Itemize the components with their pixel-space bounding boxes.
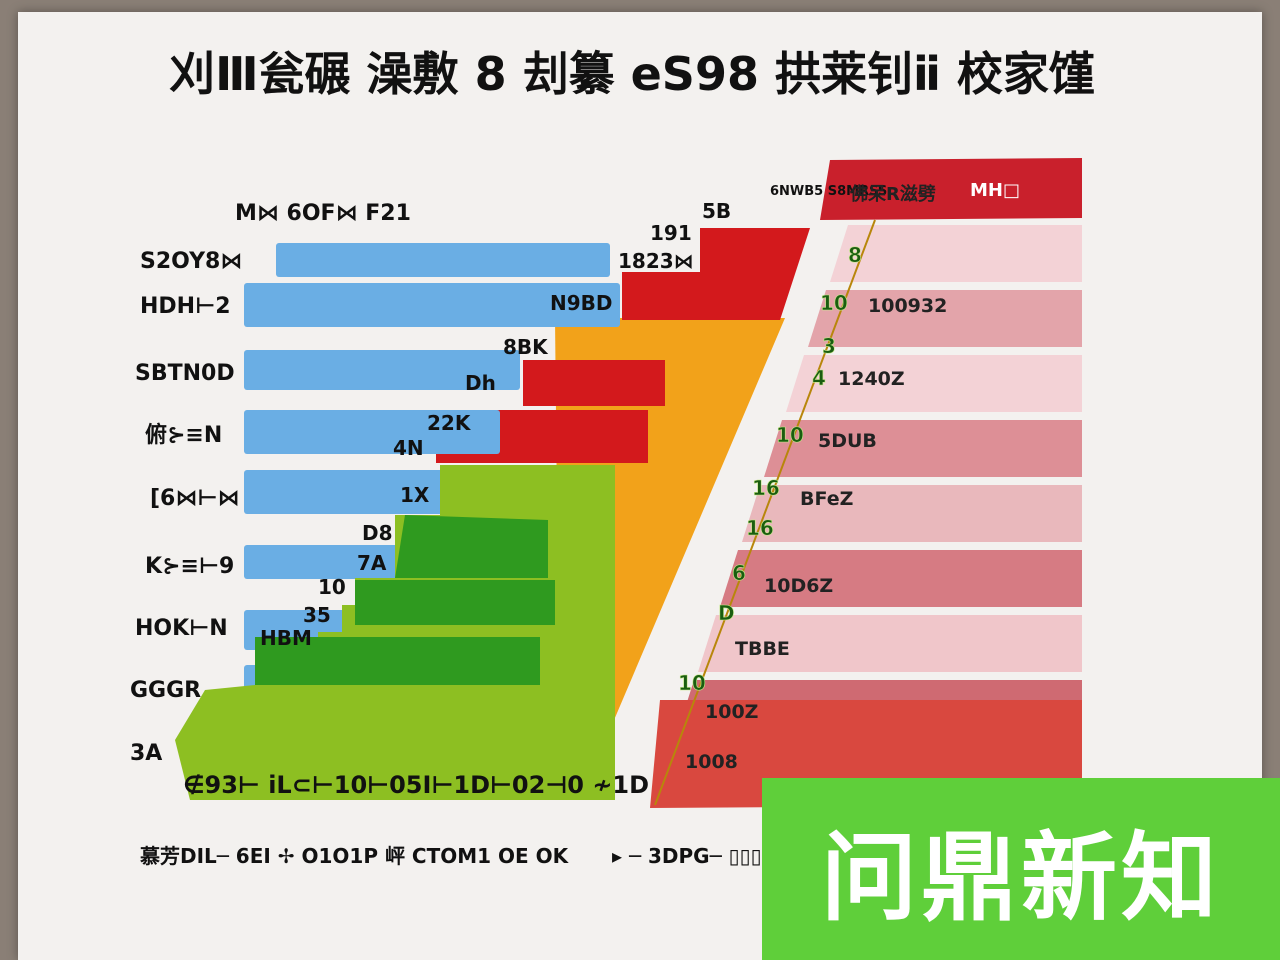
right-category-label: 4 bbox=[812, 366, 826, 390]
bar-blue bbox=[244, 350, 520, 390]
left-category-label: GGGR bbox=[130, 678, 201, 703]
step-label: 35 bbox=[303, 603, 331, 627]
footer-left-text: 慕芳DIL─ 6EI ✢ O1O1P 岼 CTOM1 OE OK bbox=[140, 844, 570, 868]
left-category-label: [6⋈⊢⋈ bbox=[150, 486, 239, 511]
right-category-label: 10 bbox=[820, 291, 848, 315]
green-step-2 bbox=[355, 580, 555, 625]
left-category-label: HDH⊢2 bbox=[140, 294, 231, 319]
left-category-label: HOK⊢N bbox=[135, 616, 228, 641]
green-step-3 bbox=[255, 637, 540, 685]
right-value-label: 100Z bbox=[705, 701, 758, 723]
left-category-label: K⊱≡⊢9 bbox=[145, 554, 234, 579]
right-value-label: 5DUB bbox=[818, 430, 877, 452]
right-value-label: 1240Z bbox=[838, 368, 905, 390]
chart-subtitle: M⋈ 6OF⋈ F21 bbox=[235, 201, 411, 226]
bar-blue bbox=[276, 243, 610, 277]
step-label: Dh bbox=[465, 371, 496, 395]
right-value-label: 1008 bbox=[685, 751, 738, 773]
trend-line bbox=[654, 219, 876, 806]
red-step-top bbox=[622, 228, 810, 320]
step-label: D8 bbox=[362, 521, 393, 545]
green-staircase bbox=[175, 465, 615, 800]
step-label: 1823⋈ bbox=[618, 249, 694, 273]
chart-title: 刈Ⅲ瓮碾 澡敷 8 刦纂 eS98 拱莱钊ⅱ 校家馑 bbox=[169, 47, 1095, 101]
right-category-label: 16 bbox=[752, 476, 780, 500]
right-header-label-1: 6NWB5 S8MRSS bbox=[770, 184, 887, 199]
right-stripe bbox=[698, 615, 1082, 672]
green-step-1 bbox=[395, 515, 548, 578]
left-category-label: 3A bbox=[130, 741, 162, 766]
x-axis-text: ∉93⊢ iL⊂⊢10⊢05I⊢1D⊢02⊣0 ≁1D bbox=[183, 771, 649, 799]
right-category-label: 10 bbox=[776, 423, 804, 447]
bar-blue bbox=[244, 283, 620, 327]
right-stripe bbox=[764, 420, 1082, 477]
right-value-label: TBBE bbox=[735, 638, 790, 660]
watermark: 问鼎新知 bbox=[762, 778, 1280, 960]
right-value-label: BFeZ bbox=[800, 488, 853, 510]
bar-blue bbox=[244, 410, 500, 454]
bar-blue bbox=[244, 470, 500, 514]
step-label: 22K bbox=[427, 411, 472, 435]
red-step-2 bbox=[523, 360, 665, 406]
right-stripe bbox=[742, 485, 1082, 542]
right-stripe bbox=[808, 290, 1082, 347]
right-stripe bbox=[720, 550, 1082, 607]
step-label: N9BD bbox=[550, 291, 613, 315]
step-label: 10 bbox=[318, 575, 346, 599]
step-label: 191 bbox=[650, 221, 692, 245]
step-label: 4N bbox=[393, 436, 424, 460]
right-category-label: 8 bbox=[848, 243, 862, 267]
right-header-band bbox=[820, 158, 1082, 220]
paper-sheet: 刈Ⅲ瓮碾 澡敷 8 刦纂 eS98 拱莱钊ⅱ 校家馑 M⋈ 6OF⋈ F21 6NW… bbox=[18, 12, 1262, 960]
step-label: 1X bbox=[400, 483, 430, 507]
step-label: 7A bbox=[357, 551, 387, 575]
right-category-label: 6 bbox=[732, 561, 746, 585]
left-category-label: SBTN0D bbox=[135, 361, 235, 386]
right-header-label-2: 佛呆R滋劈 bbox=[849, 183, 936, 205]
step-label: HBM bbox=[260, 626, 312, 650]
step-label: 5B bbox=[702, 199, 731, 223]
step-label: 8BK bbox=[503, 335, 549, 359]
right-category-label: 16 bbox=[746, 516, 774, 540]
right-category-label: 3 bbox=[822, 334, 836, 358]
right-stripe bbox=[830, 225, 1082, 282]
left-category-label: S2OY8⋈ bbox=[140, 249, 242, 274]
right-value-label: 100932 bbox=[868, 295, 947, 317]
right-category-label: 10 bbox=[678, 671, 706, 695]
right-category-label: D bbox=[718, 601, 735, 625]
right-stripe bbox=[786, 355, 1082, 412]
right-value-label: 10D6Z bbox=[764, 575, 833, 597]
left-category-label: 俯⊱≡N bbox=[145, 422, 222, 448]
right-header-label-3: MH□ bbox=[970, 180, 1020, 201]
